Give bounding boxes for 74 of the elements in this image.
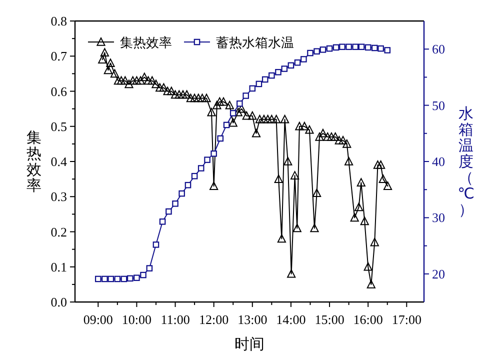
- point: [256, 80, 262, 88]
- point: [378, 45, 384, 52]
- y2-tick-label: 20: [432, 266, 445, 282]
- x-tick-label: 12:00: [199, 312, 229, 327]
- x-tick-label: 15:00: [314, 312, 344, 327]
- point: [352, 44, 359, 50]
- x-axis-title: 时间: [234, 336, 264, 353]
- point: [114, 276, 121, 282]
- x-tick-label: 14:00: [276, 312, 306, 327]
- point: [281, 66, 288, 72]
- y-tick-label: 0.4: [50, 154, 68, 169]
- point: [230, 110, 236, 116]
- point: [288, 62, 294, 69]
- point: [134, 274, 140, 281]
- y-tick-label: 0.5: [50, 118, 67, 134]
- point: [268, 72, 275, 79]
- point: [300, 56, 307, 62]
- y-tick-label: 0.0: [50, 294, 67, 310]
- point: [249, 85, 256, 92]
- legend-label: 集热效率: [120, 35, 172, 50]
- point: [120, 276, 128, 282]
- point: [307, 50, 314, 56]
- point: [152, 242, 160, 248]
- point: [320, 46, 326, 53]
- y2-tick-label: 30: [432, 210, 445, 226]
- legend-label: 蓄热水箱水温: [216, 35, 294, 50]
- point: [339, 44, 346, 50]
- y-tick-label: 0.1: [50, 259, 67, 274]
- point: [191, 172, 198, 180]
- point: [140, 272, 146, 278]
- point: [332, 44, 340, 51]
- point: [210, 150, 217, 157]
- point: [358, 44, 365, 50]
- point: [262, 76, 268, 83]
- point: [242, 92, 249, 99]
- point: [346, 44, 352, 50]
- point: [159, 218, 166, 225]
- y2-tick-label: 40: [432, 154, 445, 169]
- x-tick-label: 09:00: [83, 312, 113, 327]
- x-tick-label: 11:00: [160, 312, 190, 327]
- point: [236, 100, 243, 107]
- point: [102, 276, 108, 282]
- y2-axis-title: 水箱温度（℃）: [458, 106, 474, 218]
- point: [364, 44, 372, 51]
- point: [217, 135, 224, 142]
- point: [184, 182, 192, 188]
- y2-tick-label: 50: [432, 98, 445, 113]
- point: [108, 276, 114, 282]
- point: [126, 275, 134, 282]
- point: [94, 276, 102, 282]
- point: [223, 122, 230, 128]
- y-tick-label: 0.3: [50, 189, 67, 204]
- y-tick-label: 0.6: [50, 84, 68, 99]
- y2-tick-label: 60: [432, 42, 445, 57]
- x-tick-label: 10:00: [122, 312, 152, 327]
- point: [146, 265, 153, 272]
- x-tick-label: 16:00: [353, 312, 383, 327]
- point: [166, 208, 172, 215]
- point: [172, 200, 178, 207]
- point: [294, 59, 301, 66]
- point: [371, 44, 378, 52]
- y-tick-label: 0.7: [50, 48, 68, 64]
- y-tick-label: 0.2: [50, 224, 67, 240]
- point: [204, 156, 210, 163]
- point: [326, 45, 333, 52]
- point: [198, 165, 204, 172]
- point: [275, 68, 282, 76]
- x-tick-label: 13:00: [238, 312, 268, 327]
- x-tick-label: 17:00: [392, 312, 422, 327]
- y-tick-label: 0.8: [50, 14, 67, 28]
- point: [314, 48, 320, 54]
- point: [384, 47, 391, 54]
- point: [178, 190, 185, 197]
- y-axis-title: 集热效率: [26, 130, 42, 194]
